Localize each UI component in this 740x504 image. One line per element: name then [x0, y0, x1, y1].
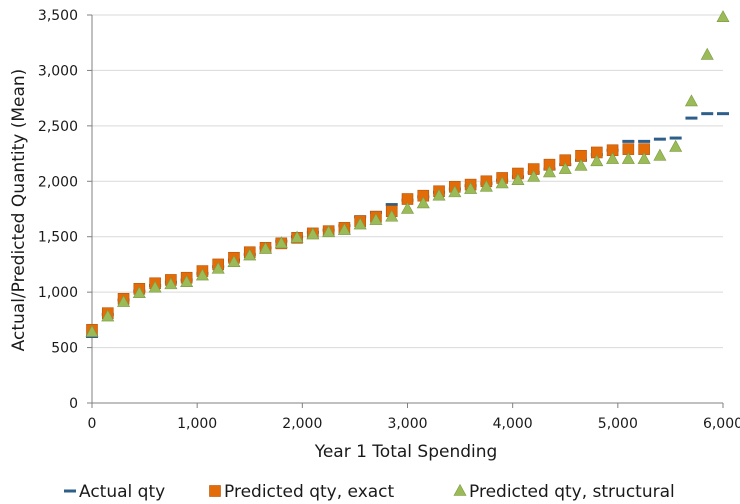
predicted-structural-point	[716, 10, 730, 23]
predicted-structural-point	[653, 148, 667, 161]
predicted-structural-point	[385, 209, 399, 222]
predicted-structural-point	[606, 151, 620, 164]
predicted-structural-point	[164, 277, 178, 290]
predicted-structural-point	[527, 169, 541, 182]
predicted-structural-point	[495, 176, 509, 189]
y-tick-label: 3,000	[38, 63, 78, 79]
legend-item: Actual qty	[64, 482, 165, 502]
legend-marker	[209, 485, 221, 497]
predicted-structural-point	[132, 286, 146, 299]
legend-item: Predicted qty, exact	[209, 482, 395, 502]
predicted-structural-point	[211, 261, 225, 274]
actual-qty-point	[622, 139, 635, 143]
predicted-structural-point	[243, 248, 257, 261]
predicted-structural-point	[85, 324, 99, 337]
predicted-structural-point	[511, 173, 525, 185]
predicted-structural-point	[637, 151, 651, 164]
predicted-structural-point	[337, 222, 351, 235]
gridlines	[92, 14, 723, 349]
predicted-structural-point	[590, 154, 604, 167]
predicted-structural-point	[448, 185, 462, 198]
y-tick-label: 1,000	[38, 285, 78, 301]
x-tick-label: 4,000	[493, 416, 533, 432]
actual-qty-point	[669, 136, 682, 140]
legend-label: Actual qty	[79, 482, 165, 502]
y-axis-ticks: 0 500 1,000 1,500 2,000 2,500 3,000 3,500	[38, 8, 92, 412]
x-tick-label: 5,000	[598, 416, 638, 432]
legend-marker	[453, 483, 467, 496]
predicted-structural-point	[479, 179, 493, 192]
predicted-structural-point	[117, 294, 131, 307]
predicted-structural-point	[290, 230, 304, 243]
predicted-structural-point	[684, 94, 698, 107]
predicted-structural-point	[148, 280, 162, 293]
predicted-structural-point	[669, 139, 683, 152]
x-tick-label: 0	[88, 416, 97, 432]
legend-marker	[64, 489, 76, 493]
actual-qty-point	[653, 137, 666, 141]
legend: Actual qty Predicted qty, exact Predicted …	[64, 482, 675, 502]
y-tick-label: 0	[69, 396, 78, 412]
predicted-structural-point	[416, 196, 430, 209]
predicted-structural-point	[306, 227, 320, 240]
y-tick-label: 1,500	[38, 230, 78, 246]
legend-item: Predicted qty, structural	[453, 482, 675, 502]
actual-qty-point	[385, 203, 398, 207]
legend-label: Predicted qty, exact	[224, 482, 395, 502]
predicted-structural-point	[259, 241, 273, 254]
y-tick-label: 2,000	[38, 174, 78, 190]
predicted-structural-point	[542, 165, 556, 178]
predicted-structural-point	[700, 47, 714, 60]
x-tick-label: 1,000	[177, 416, 217, 432]
predicted-structural-point	[400, 201, 415, 214]
y-tick-label: 3,500	[38, 8, 78, 24]
actual-qty-point	[638, 139, 651, 143]
predicted-structural-point	[274, 236, 288, 249]
predicted-structural-point	[574, 158, 588, 171]
predicted-structural-point	[322, 225, 336, 238]
predicted-structural-point	[180, 275, 194, 287]
actual-qty-point	[701, 112, 714, 116]
predicted-structural-point	[558, 161, 572, 174]
predicted-structural-point	[353, 217, 367, 230]
x-tick-label: 3,000	[387, 416, 427, 432]
x-tick-label: 2,000	[282, 416, 322, 432]
predicted-structural-point	[369, 212, 383, 225]
predicted-structural-point	[101, 309, 115, 322]
legend-label: Predicted qty, structural	[469, 482, 675, 502]
actual-qty-point	[717, 112, 729, 116]
data-marks	[85, 10, 730, 338]
x-axis-ticks: 0 1,000 2,000 3,000 4,000 5,000 6,000	[88, 403, 740, 432]
predicted-structural-point	[227, 255, 241, 268]
predicted-structural-point	[464, 181, 478, 194]
x-axis-title: Year 1 Total Spending	[314, 442, 498, 462]
predicted-structural-point	[621, 151, 635, 164]
predicted-structural-point	[195, 268, 209, 281]
y-tick-label: 500	[51, 341, 78, 357]
y-tick-label: 2,500	[38, 119, 78, 135]
actual-qty-point	[685, 116, 698, 120]
x-tick-label: 6,000	[703, 416, 740, 432]
y-axis-title: Actual/Predicted Quantity (Mean)	[9, 69, 29, 352]
predicted-structural-point	[432, 188, 446, 201]
